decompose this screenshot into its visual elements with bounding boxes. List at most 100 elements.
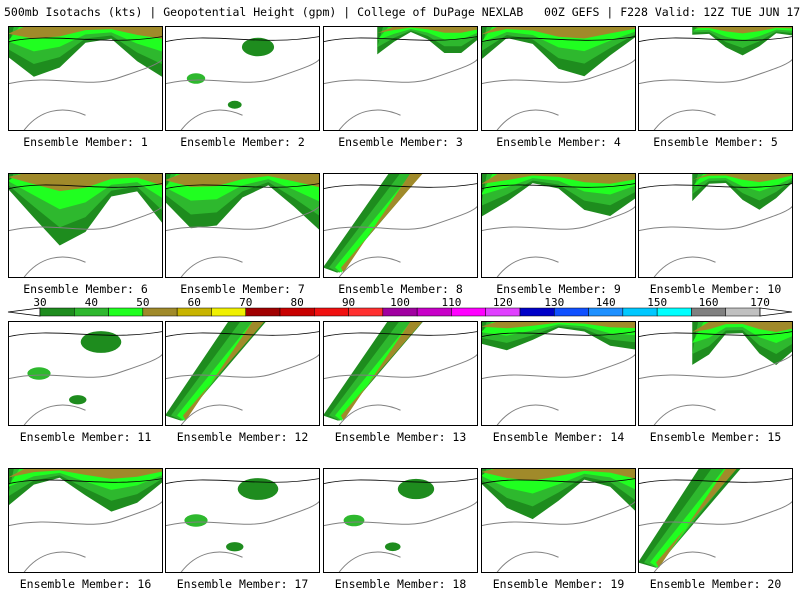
panel-map bbox=[638, 468, 793, 573]
colorbar-segment bbox=[39, 307, 75, 317]
colorbar-segment bbox=[554, 307, 589, 317]
colorbar-segment bbox=[176, 307, 212, 317]
panel-frame bbox=[165, 173, 320, 278]
coastline bbox=[638, 204, 793, 232]
isotach-fill bbox=[8, 468, 163, 512]
colorbar-tick-label: 90 bbox=[342, 296, 355, 309]
height-contour bbox=[638, 183, 793, 190]
panel-map bbox=[165, 321, 320, 426]
panel-frame bbox=[481, 26, 636, 131]
ensemble-panel bbox=[8, 321, 163, 426]
colorbar-segment bbox=[211, 307, 246, 317]
coastline bbox=[323, 57, 478, 85]
colorbar-tick-label: 100 bbox=[390, 296, 410, 309]
border-line bbox=[496, 256, 559, 278]
colorbar-segment bbox=[588, 307, 624, 317]
panel-label: Ensemble Member: 9 bbox=[496, 282, 621, 296]
border-line bbox=[653, 404, 716, 426]
panel-label: Ensemble Member: 5 bbox=[653, 135, 778, 149]
isotach-fill bbox=[377, 26, 478, 55]
coastline bbox=[165, 352, 320, 380]
border-line bbox=[23, 551, 86, 573]
panel-frame bbox=[323, 173, 478, 278]
coastline bbox=[323, 352, 478, 380]
colorbar-tick-label: 170 bbox=[750, 296, 770, 309]
panel-label: Ensemble Member: 7 bbox=[180, 282, 305, 296]
height-contour bbox=[165, 36, 320, 43]
colorbar-tick-label: 150 bbox=[647, 296, 667, 309]
panel-map bbox=[323, 26, 478, 131]
colorbar-right-arrow bbox=[759, 307, 793, 317]
panel-frame bbox=[481, 173, 636, 278]
height-contour bbox=[481, 183, 636, 190]
colorbar-segment bbox=[451, 307, 486, 317]
border-line bbox=[23, 404, 86, 426]
colorbar-segment bbox=[142, 307, 178, 317]
colorbar-segment bbox=[279, 307, 315, 317]
panel-label: Ensemble Member: 19 bbox=[492, 577, 625, 591]
panel-map bbox=[481, 173, 636, 278]
coastline bbox=[481, 352, 636, 380]
height-contour bbox=[323, 36, 478, 43]
coastline bbox=[323, 204, 478, 232]
coastline bbox=[165, 204, 320, 232]
panel-map bbox=[481, 468, 636, 573]
panel-map bbox=[481, 321, 636, 426]
isotach-fill bbox=[184, 478, 279, 552]
panel-map bbox=[8, 26, 163, 131]
panel-label: Ensemble Member: 3 bbox=[338, 135, 463, 149]
colorbar-tick-label: 70 bbox=[239, 296, 252, 309]
isotach-fill bbox=[27, 331, 122, 405]
isotach-fill bbox=[481, 321, 636, 351]
panel-label: Ensemble Member: 4 bbox=[496, 135, 621, 149]
panel-label: Ensemble Member: 10 bbox=[649, 282, 782, 296]
isotach-fill bbox=[481, 173, 636, 217]
colorbar-tick-label: 120 bbox=[493, 296, 513, 309]
panel-label: Ensemble Member: 1 bbox=[23, 135, 148, 149]
map-title: 500mb Isotachs (kts) | Geopotential Heig… bbox=[4, 5, 800, 19]
colorbar-segment bbox=[382, 307, 418, 317]
colorbar-segment bbox=[485, 307, 521, 317]
border-line bbox=[653, 551, 716, 573]
colorbar-tick-label: 110 bbox=[441, 296, 461, 309]
panel-map bbox=[638, 173, 793, 278]
panel-label: Ensemble Member: 6 bbox=[23, 282, 148, 296]
colorbar-segment bbox=[519, 307, 555, 317]
coastline bbox=[481, 499, 636, 527]
ensemble-panel bbox=[165, 468, 320, 573]
panel-map bbox=[165, 26, 320, 131]
colorbar-tick-label: 160 bbox=[699, 296, 719, 309]
panel-label: Ensemble Member: 16 bbox=[19, 577, 152, 591]
coastline bbox=[8, 57, 163, 85]
border-line bbox=[338, 404, 401, 426]
ensemble-panel bbox=[481, 468, 636, 573]
isotach-fill bbox=[692, 321, 793, 366]
panel-label: Ensemble Member: 20 bbox=[649, 577, 782, 591]
isotach-fill bbox=[8, 26, 163, 78]
height-contour bbox=[323, 331, 478, 338]
colorbar-tick-label: 40 bbox=[85, 296, 98, 309]
colorbar-tick-label: 130 bbox=[544, 296, 564, 309]
panel-map bbox=[323, 321, 478, 426]
panel-map bbox=[165, 468, 320, 573]
isotach-fill bbox=[481, 26, 636, 77]
panel-frame bbox=[8, 26, 163, 131]
colorbar-left-arrow bbox=[7, 307, 41, 317]
colorbar-segment bbox=[314, 307, 349, 317]
panel-map bbox=[8, 468, 163, 573]
panel-frame bbox=[165, 26, 320, 131]
isotach-fill bbox=[692, 173, 793, 210]
isotach-fill bbox=[481, 468, 636, 520]
isotach-fill bbox=[323, 321, 424, 421]
isotach-fill bbox=[165, 321, 267, 421]
isotach-fill bbox=[323, 173, 424, 273]
colorbar-tick-label: 80 bbox=[291, 296, 304, 309]
coastline bbox=[165, 57, 320, 85]
ensemble-panel bbox=[323, 468, 478, 573]
coastline bbox=[481, 57, 636, 85]
height-contour bbox=[638, 331, 793, 338]
border-line bbox=[496, 109, 559, 131]
border-line bbox=[180, 404, 243, 426]
border-line bbox=[180, 256, 243, 278]
ensemble-panel bbox=[481, 26, 636, 131]
